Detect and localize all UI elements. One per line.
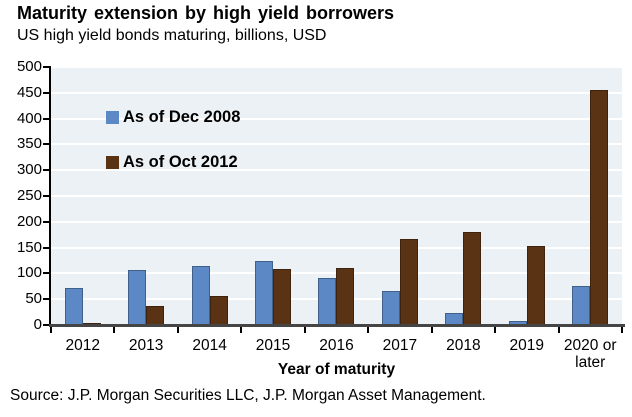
y-tick-mark [43, 298, 50, 301]
x-tick-label: 2015 [255, 337, 291, 354]
gridline [51, 91, 622, 94]
x-tick-mark [367, 327, 370, 333]
bar-as-of-dec-2008 [381, 290, 400, 325]
y-tick-label: 350 [16, 135, 42, 153]
y-tick-label: 500 [16, 58, 42, 75]
chart-subtitle: US high yield bonds maturing, billions, … [17, 27, 327, 44]
x-tick-label: 2017 [382, 337, 418, 354]
x-tick-label: 2012 [65, 337, 100, 354]
bar-as-of-oct-2012 [273, 269, 292, 325]
legend: As of Dec 2008 As of Oct 2012 [106, 108, 240, 198]
gridline [51, 66, 622, 68]
y-tick-label: 0 [33, 316, 42, 333]
y-tick-label: 450 [16, 83, 42, 101]
bar-as-of-dec-2008 [191, 265, 210, 325]
x-axis-line [49, 324, 625, 327]
bar-as-of-oct-2012 [526, 245, 545, 325]
legend-item-dec-2008: As of Dec 2008 [106, 108, 240, 127]
y-tick-label: 300 [16, 161, 42, 179]
x-tick-label: 2013 [128, 337, 164, 354]
y-tick-label: 250 [16, 187, 42, 204]
y-tick-mark [43, 66, 50, 68]
gridline [51, 143, 622, 146]
x-axis-title: Year of maturity [277, 361, 396, 378]
bar-group-2019 [495, 67, 558, 325]
bar-as-of-oct-2012 [399, 238, 418, 325]
bar-as-of-oct-2012 [82, 322, 101, 325]
y-tick-mark [43, 143, 50, 146]
y-tick-label: 100 [16, 264, 42, 282]
x-tick-mark [621, 327, 623, 333]
y-tick-mark [43, 195, 50, 197]
bar-as-of-dec-2008 [255, 260, 274, 325]
bar-as-of-dec-2008 [64, 287, 83, 325]
y-tick-mark [43, 246, 50, 249]
y-tick-label: 150 [16, 238, 42, 256]
legend-swatch-oct-2012-icon [106, 156, 119, 169]
legend-item-oct-2012: As of Oct 2012 [106, 153, 240, 172]
gridline [51, 220, 622, 223]
x-tick-label: 2020 or later [563, 337, 617, 371]
y-axis-line [49, 66, 51, 326]
bar-group-2017 [368, 67, 431, 325]
x-tick-mark [240, 327, 243, 333]
bar-group-2014 [178, 67, 241, 325]
bar-group-2016 [305, 67, 368, 325]
x-tick-mark [113, 327, 116, 333]
x-tick-mark [50, 327, 52, 333]
y-tick-mark [43, 272, 50, 275]
chart-title: Maturity extension by high yield borrowe… [17, 3, 395, 23]
bar-as-of-oct-2012 [336, 268, 355, 325]
bar-as-of-oct-2012 [146, 306, 165, 325]
bar-group-2012 [51, 67, 114, 325]
y-axis-ticks [43, 66, 50, 326]
bar-group-2020-or-later [559, 67, 622, 325]
bar-as-of-oct-2012 [209, 296, 228, 325]
bar-as-of-oct-2012 [590, 90, 609, 325]
x-tick-mark [176, 327, 179, 333]
y-tick-mark [43, 169, 50, 172]
bar-group-2018 [432, 67, 495, 325]
x-tick-mark [557, 327, 560, 333]
bar-as-of-dec-2008 [318, 277, 337, 325]
gridline [51, 117, 622, 120]
x-tick-mark [494, 327, 497, 333]
x-axis-labels: 2012 2013 2014 2015 2016 2017 2018 2019 2020 or … [51, 337, 622, 371]
y-tick-mark [43, 220, 50, 223]
legend-swatch-dec-2008-icon [106, 111, 119, 124]
y-tick-label: 200 [16, 212, 42, 230]
y-tick-mark [43, 324, 50, 326]
x-tick-label: 2019 [509, 337, 545, 354]
gridline [51, 195, 622, 197]
y-tick-label: 50 [25, 290, 42, 308]
gridline [51, 246, 622, 249]
x-tick-label: 2016 [319, 337, 354, 354]
y-axis-labels: 0 50 100 150 200 250 300 350 400 450 500 [0, 59, 42, 333]
bar-as-of-dec-2008 [508, 321, 527, 325]
plot-area: As of Dec 2008 As of Oct 2012 [51, 66, 622, 325]
legend-label-oct-2012: As of Oct 2012 [123, 153, 238, 171]
bar-group-2015 [241, 67, 304, 325]
y-tick-mark [43, 91, 50, 94]
y-tick-mark [43, 117, 50, 120]
x-axis-ticks [50, 327, 623, 333]
source-note: Source: J.P. Morgan Securities LLC, J.P.… [10, 387, 486, 404]
x-tick-mark [303, 327, 306, 333]
bar-as-of-dec-2008 [572, 286, 591, 325]
x-tick-label: 2018 [446, 337, 481, 354]
bar-as-of-oct-2012 [463, 232, 482, 325]
y-tick-label: 400 [16, 109, 42, 127]
bar-group-2013 [114, 67, 177, 325]
bar-as-of-dec-2008 [445, 312, 464, 325]
x-tick-label: 2014 [192, 337, 227, 354]
bar-as-of-dec-2008 [128, 270, 147, 325]
gridline [51, 169, 622, 172]
x-tick-mark [430, 327, 433, 333]
bar-groups [51, 67, 622, 325]
legend-label-dec-2008: As of Dec 2008 [123, 108, 241, 126]
